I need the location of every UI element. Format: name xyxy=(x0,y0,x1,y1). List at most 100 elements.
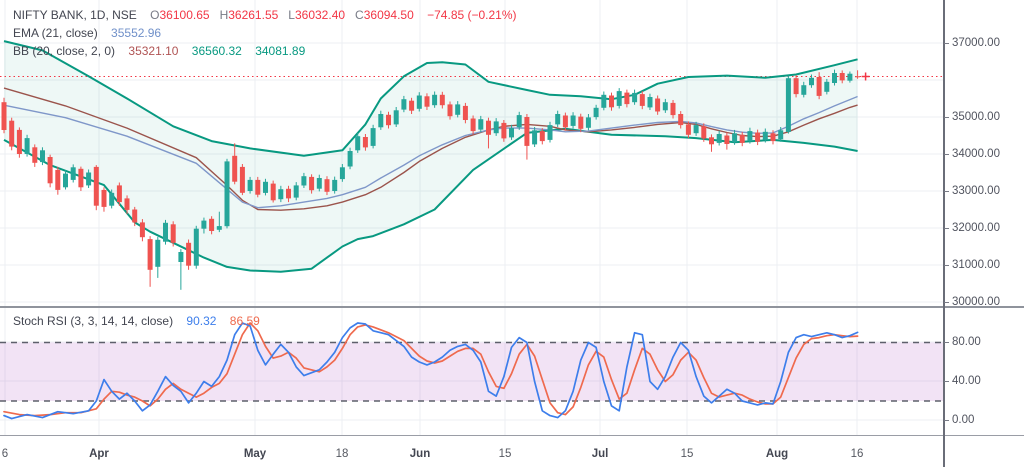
candle xyxy=(32,147,38,163)
candle xyxy=(762,131,768,140)
candle xyxy=(432,94,438,106)
price-axis-label: 33000.00 xyxy=(952,185,1000,197)
candle xyxy=(139,222,145,238)
candle xyxy=(332,179,338,191)
candle xyxy=(193,228,199,266)
candle xyxy=(709,137,714,145)
time-axis-label: 18 xyxy=(335,448,349,460)
candle xyxy=(824,81,830,92)
candle xyxy=(155,239,161,267)
candle xyxy=(609,95,614,108)
candle xyxy=(132,209,138,223)
candle xyxy=(593,107,599,118)
candle xyxy=(716,134,722,143)
candle xyxy=(478,119,484,130)
candle xyxy=(493,121,499,134)
price-axis-label: 34000.00 xyxy=(952,148,1000,160)
candle xyxy=(116,185,122,203)
candle xyxy=(232,155,238,182)
candle xyxy=(401,99,407,110)
candle xyxy=(63,173,68,188)
candle xyxy=(647,97,653,108)
stoch-overbought-oversold-band xyxy=(0,342,943,401)
ohlc-item: O36100.65 xyxy=(150,8,210,22)
time-axis-label: Jul xyxy=(591,448,609,460)
ohlc-values: O36100.65 H36261.55 L36032.40 C36094.50 xyxy=(150,8,424,22)
price-axis-label: 37000.00 xyxy=(952,37,1000,49)
candle xyxy=(724,135,730,144)
price-axis-tick xyxy=(944,154,949,155)
candle xyxy=(186,242,192,266)
bb-lower-value: 34081.89 xyxy=(255,44,306,58)
candle xyxy=(678,114,684,126)
candle xyxy=(316,178,322,189)
price-scale[interactable]: INR 36094.50 xyxy=(944,0,1024,435)
candle xyxy=(24,138,30,154)
bb-label: BB (20, close, 2, 0) xyxy=(13,44,116,58)
candle xyxy=(286,188,291,199)
bb-mid-value: 35321.10 xyxy=(128,44,179,58)
time-scale[interactable] xyxy=(0,436,1024,467)
chart-area[interactable] xyxy=(0,0,944,467)
symbol-title: NIFTY BANK, 1D, NSE xyxy=(13,8,137,22)
symbol-legend[interactable]: NIFTY BANK, 1D, NSE O36100.65 H36261.55 L3… xyxy=(13,8,517,22)
candle xyxy=(101,189,107,207)
candle xyxy=(209,218,215,231)
candle xyxy=(124,198,130,210)
stoch-axis-tick xyxy=(944,381,949,382)
time-axis-label: 6 xyxy=(1,448,9,460)
candle xyxy=(278,189,284,200)
candle xyxy=(793,78,799,95)
bb-upper-line xyxy=(3,40,858,157)
ohlc-item: L36032.40 xyxy=(288,8,346,22)
candle xyxy=(778,130,784,140)
price-axis-tick xyxy=(944,265,949,266)
price-axis-tick xyxy=(944,302,949,303)
bb-legend[interactable]: BB (20, close, 2, 0) 35321.10 36560.32 3… xyxy=(13,44,305,58)
candle xyxy=(386,114,391,126)
time-axis-label: Aug xyxy=(765,448,789,460)
pane-divider[interactable] xyxy=(0,306,1024,308)
candle xyxy=(362,137,368,148)
stoch-rsi-legend[interactable]: Stoch RSI (3, 3, 14, 14, close) 90.32 86… xyxy=(13,314,260,328)
candle xyxy=(263,181,268,193)
price-axis-label: 32000.00 xyxy=(952,222,1000,234)
candle xyxy=(486,120,491,135)
stoch-k-line xyxy=(3,322,859,420)
candle xyxy=(816,77,822,96)
candle xyxy=(163,222,168,242)
price-axis-tick xyxy=(944,191,949,192)
candle xyxy=(639,94,645,106)
bb-upper-value: 36560.32 xyxy=(191,44,242,58)
candle xyxy=(40,150,45,163)
price-axis-border xyxy=(943,0,945,467)
price-axis-label: 31000.00 xyxy=(952,259,1000,271)
candle xyxy=(309,176,315,191)
candle xyxy=(539,131,545,142)
candle xyxy=(832,73,837,83)
stoch-axis-tick xyxy=(944,420,949,421)
candle xyxy=(1,102,7,130)
candle xyxy=(747,131,753,142)
ema-legend[interactable]: EMA (21, close) 35552.96 xyxy=(13,26,161,40)
candle xyxy=(178,252,184,262)
candle xyxy=(70,167,76,180)
time-axis-label: 15 xyxy=(680,448,694,460)
candle xyxy=(732,133,738,143)
candle xyxy=(655,98,661,112)
candle xyxy=(370,128,376,146)
stoch-axis-tick xyxy=(944,342,949,343)
candle xyxy=(247,179,253,191)
stoch-axis-label: 80.00 xyxy=(952,336,981,348)
candle xyxy=(439,94,445,106)
candle xyxy=(739,134,745,143)
candle xyxy=(516,115,522,128)
candle xyxy=(301,176,307,186)
candle xyxy=(170,224,176,243)
candle xyxy=(670,102,676,116)
price-axis-tick xyxy=(944,228,949,229)
price-axis-label: 35000.00 xyxy=(952,111,1000,123)
ohlc-item: H36261.55 xyxy=(219,8,279,22)
